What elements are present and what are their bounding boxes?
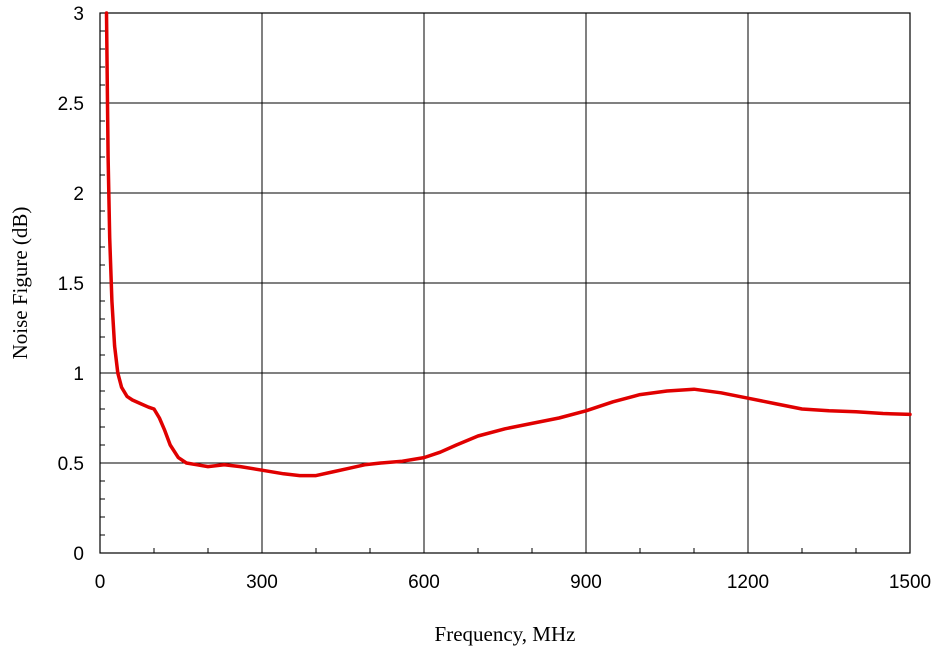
y-tick-labels: 0 0.5 1 1.5 2 2.5 3 <box>58 4 84 565</box>
x-tick-label: 600 <box>408 572 440 593</box>
series-group <box>104 11 912 478</box>
x-tick-label: 300 <box>246 572 278 593</box>
y-tick-label: 0.5 <box>58 454 84 475</box>
minor-ticks <box>99 12 911 554</box>
y-tick-label: 0 <box>73 544 84 565</box>
x-tick-label: 900 <box>570 572 602 593</box>
y-tick-label: 1.5 <box>58 274 84 295</box>
grid <box>100 13 910 553</box>
y-axis-label: Noise Figure (dB) <box>8 207 32 360</box>
y-tick-label: 1 <box>73 364 84 385</box>
noise-figure-line <box>104 11 912 478</box>
plot-frame <box>99 12 911 554</box>
x-tick-label: 1500 <box>889 572 931 593</box>
x-tick-label: 0 <box>95 572 106 593</box>
y-tick-label: 3 <box>73 4 84 25</box>
y-tick-label: 2 <box>73 184 84 205</box>
x-tick-label: 1200 <box>727 572 769 593</box>
x-axis-label: Frequency, MHz <box>435 622 576 646</box>
x-tick-labels: 0 300 600 900 1200 1500 <box>95 572 931 593</box>
y-tick-label: 2.5 <box>58 94 84 115</box>
